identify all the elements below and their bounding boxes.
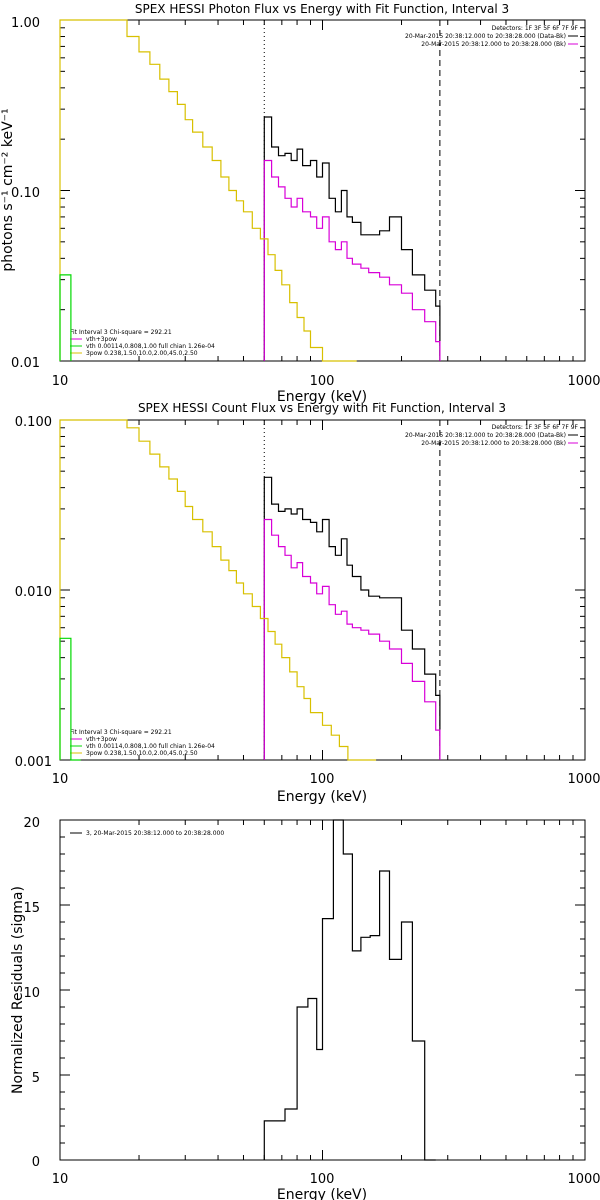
count-panel-title: SPEX HESSI Count Flux vs Energy with Fit… [138,401,506,415]
photon-ytick-label: 0.10 [11,186,40,201]
photon-marks [59,19,585,362]
count-xtick-label: 10 [52,772,69,787]
count-series-thermal [59,637,81,761]
residuals-ytick-label: 10 [23,986,40,1001]
count-xtick-label: 100 [310,772,335,787]
residuals-marks [59,819,585,1161]
photon-legend-bk: 20-Mar-2015 20:38:12.000 to 20:38:28.000… [421,41,566,48]
photon-flux-panel: SPEX HESSI Photon Flux vs Energy with Fi… [0,2,600,405]
photon-panel-title: SPEX HESSI Photon Flux vs Energy with Fi… [135,2,509,16]
residuals-ytick-label: 20 [23,816,40,831]
count-legend: Detectors: 1F 3F 5F 6F 7F 9F 20-Mar-2015… [405,424,579,447]
residuals-ytick-label: 15 [23,901,40,916]
residuals-xtick-label: 10 [52,1172,69,1187]
count-legend-data-bk: 20-Mar-2015 20:38:12.000 to 20:38:28.000… [405,432,566,439]
photon-series-thermal [59,274,72,361]
residuals-series-data [263,819,436,1161]
photon-ytick-label: 1.00 [11,16,40,31]
photon-fit-model: vth+3pow [86,336,117,343]
count-legend-bk: 20-Mar-2015 20:38:12.000 to 20:38:28.000… [421,440,566,447]
count-series-total-fit [263,518,441,760]
residuals-ytick-label: 0 [32,1155,40,1170]
photon-xtick-label: 1000 [567,374,600,389]
count-fit-chisq: Fit Interval 3 Chi-square = 292.21 [70,729,172,736]
photon-legend-data-bk: 20-Mar-2015 20:38:12.000 to 20:38:28.000… [405,33,566,40]
count-ytick-label: 0.010 [15,585,52,600]
photon-plot-frame [59,19,586,362]
photon-ytick-label: 0.01 [11,356,40,371]
photon-xaxis-label: Energy (keV) [277,389,367,405]
photon-fit-chisq: Fit Interval 3 Chi-square = 292.21 [70,329,172,336]
count-fit-vth: vth 0.00114,0.808,1.00 full chian 1.26e-… [86,743,215,750]
residuals-xaxis-label: Energy (keV) [277,1187,367,1200]
count-fit-3pow: 3pow 0.238,1.50,10.0,2.00,45.0,2.50 [86,750,198,757]
count-fit-model: vth+3pow [86,736,117,743]
count-series-data [263,476,441,760]
count-ytick-label: 0.001 [15,755,52,770]
photon-fit-vth: vth 0.00114,0.808,1.00 full chian 1.26e-… [86,343,215,350]
count-xtick-label: 1000 [567,772,600,787]
photon-series-total-fit [263,159,441,361]
photon-xtick-label: 100 [310,374,335,389]
photon-legend-detectors: Detectors: 1F 3F 5F 6F 7F 9F [492,25,579,32]
residuals-ytick-label: 5 [32,1071,40,1086]
count-legend-detectors: Detectors: 1F 3F 5F 6F 7F 9F [492,424,579,431]
residuals-yaxis-label: Normalized Residuals (sigma) [10,886,26,1094]
count-flux-panel: SPEX HESSI Count Flux vs Energy with Fit… [15,401,600,805]
photon-xtick-label: 10 [52,374,69,389]
residuals-xtick-label: 1000 [567,1172,600,1187]
count-series-power-law [59,419,377,761]
photon-fit-legend: Fit Interval 3 Chi-square = 292.21 vth+3… [70,329,215,357]
photon-series-power-law [59,19,357,362]
count-xaxis-label: Energy (keV) [277,789,367,805]
photon-series-data [263,116,441,361]
photon-fit-3pow: 3pow 0.238,1.50,10.0,2.00,45.0,2.50 [86,350,198,357]
count-fit-legend: Fit Interval 3 Chi-square = 292.21 vth+3… [70,729,215,757]
residuals-legend-label: 3, 20-Mar-2015 20:38:12.000 to 20:38:28.… [86,830,224,837]
residuals-xtick-label: 100 [310,1172,335,1187]
count-marks [59,419,585,761]
residuals-panel: 20 15 10 5 0 10 100 1000 Energy (keV) No… [10,816,600,1200]
count-ytick-label: 0.100 [15,415,52,430]
photon-yaxis-label: photons s⁻¹ cm⁻² keV⁻¹ [0,108,16,271]
photon-legend: Detectors: 1F 3F 5F 6F 7F 9F 20-Mar-2015… [405,25,579,48]
